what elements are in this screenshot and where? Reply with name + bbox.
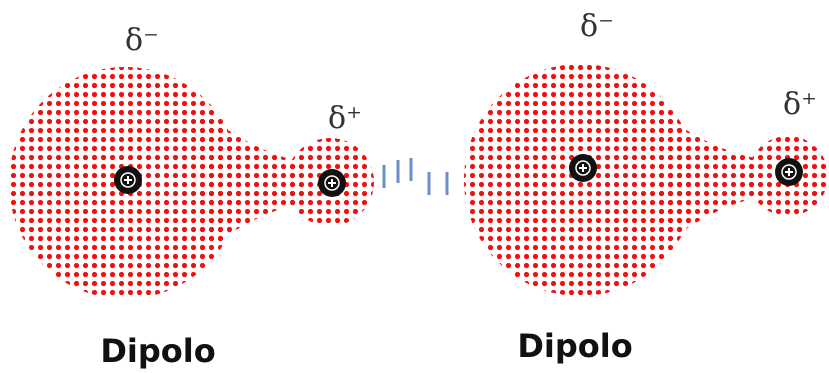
interaction-lines xyxy=(384,158,447,195)
nucleus xyxy=(318,169,346,197)
charge-negative: δ⁻ xyxy=(125,23,159,58)
electron-cloud-neck xyxy=(655,108,755,252)
dipole-label: Dipolo xyxy=(517,327,632,365)
dipole-right: δ⁻ δ⁺ Dipolo xyxy=(464,9,828,365)
diagram: δ⁻ δ⁺ Dipolo δ⁻ δ⁺ Dipolo xyxy=(0,0,829,373)
electron-cloud-neck xyxy=(200,110,300,256)
charge-positive: δ⁺ xyxy=(783,87,817,122)
nucleus xyxy=(775,158,803,186)
page: δ⁻ δ⁺ Dipolo δ⁻ δ⁺ Dipolo (() => { const… xyxy=(0,0,829,373)
dipole-left: δ⁻ δ⁺ Dipolo xyxy=(9,23,374,370)
nucleus xyxy=(569,154,597,182)
nucleus xyxy=(114,166,142,194)
dipole-label: Dipolo xyxy=(100,332,215,370)
charge-negative: δ⁻ xyxy=(580,9,614,44)
charge-positive: δ⁺ xyxy=(328,101,362,136)
